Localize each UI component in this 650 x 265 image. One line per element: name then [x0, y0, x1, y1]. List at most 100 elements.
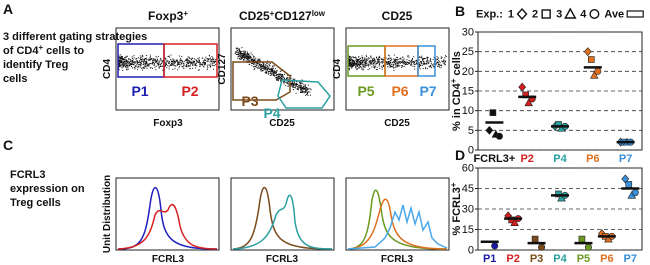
- event-dot: [127, 68, 129, 70]
- title-sup: +: [270, 9, 275, 18]
- event-dot: [269, 72, 271, 74]
- event-dot: [129, 64, 131, 65]
- event-dot: [422, 59, 424, 61]
- event-dot: [356, 64, 358, 66]
- x-axis-label: FCRL3: [381, 254, 414, 265]
- event-dot: [399, 61, 401, 63]
- event-dot: [193, 58, 195, 60]
- event-dot: [240, 57, 242, 58]
- event-dot: [161, 62, 163, 64]
- event-dot: [150, 58, 152, 60]
- event-dot: [408, 63, 410, 65]
- event-dot: [126, 68, 127, 70]
- event-dot: [255, 59, 257, 61]
- event-dot: [267, 72, 269, 74]
- event-dot: [365, 62, 367, 64]
- event-dot: [432, 65, 434, 67]
- event-dot: [269, 62, 271, 64]
- event-dot: [172, 64, 174, 66]
- event-dot: [191, 62, 193, 63]
- event-dot: [267, 65, 269, 67]
- event-dot: [160, 66, 162, 67]
- event-dot: [242, 53, 244, 55]
- event-dot: [243, 54, 245, 56]
- event-dot: [387, 58, 389, 60]
- event-dot: [400, 65, 402, 67]
- event-dot: [185, 64, 187, 66]
- event-dot: [128, 62, 130, 64]
- event-dot: [423, 63, 425, 65]
- event-dot: [397, 62, 399, 64]
- event-dot: [300, 87, 302, 89]
- event-dot: [157, 65, 159, 67]
- event-dot: [391, 65, 393, 67]
- event-dot: [307, 94, 309, 96]
- event-dot: [348, 61, 350, 63]
- event-dot: [290, 77, 292, 79]
- event-dot: [148, 64, 150, 66]
- event-dot: [379, 64, 380, 66]
- event-dot: [395, 58, 397, 60]
- event-dot: [197, 62, 199, 63]
- event-dot: [202, 60, 204, 62]
- event-dot: [194, 65, 196, 67]
- event-dot: [125, 61, 127, 63]
- event-dot: [412, 65, 414, 67]
- event-dot: [211, 60, 213, 62]
- event-dot: [421, 55, 423, 57]
- histogram-curve: [347, 204, 448, 250]
- event-dot: [251, 60, 253, 62]
- event-dot: [209, 64, 210, 66]
- event-dot: [300, 82, 302, 84]
- event-dot: [118, 60, 120, 62]
- event-dot: [260, 70, 262, 72]
- event-dot: [127, 63, 129, 65]
- event-dot: [160, 63, 162, 65]
- legend-label: Ave: [604, 9, 624, 21]
- event-dot: [155, 60, 157, 62]
- event-dot: [204, 58, 206, 60]
- event-dot: [428, 60, 430, 62]
- y-label-part: % FCRL3: [451, 187, 463, 235]
- event-dot: [125, 66, 127, 68]
- event-dot: [258, 65, 260, 67]
- event-dot: [299, 82, 300, 84]
- event-dot: [301, 89, 303, 91]
- event-dot: [386, 63, 388, 65]
- event-dot: [257, 58, 259, 60]
- event-dot: [437, 58, 438, 60]
- event-dot: [271, 69, 273, 71]
- event-dot: [293, 81, 295, 82]
- event-dot: [153, 63, 155, 64]
- event-dot: [422, 58, 424, 60]
- event-dot: [181, 65, 183, 67]
- event-dot: [280, 78, 282, 80]
- event-dot: [185, 59, 187, 61]
- event-dot: [287, 85, 289, 87]
- event-dot: [419, 64, 420, 66]
- event-dot: [290, 85, 292, 87]
- event-dot: [274, 68, 276, 70]
- event-dot: [179, 65, 181, 67]
- event-dot: [122, 69, 124, 71]
- event-dot: [212, 62, 214, 64]
- event-dot: [356, 63, 358, 64]
- event-dot: [375, 60, 377, 62]
- event-dot: [212, 58, 214, 60]
- marker: [524, 98, 534, 107]
- event-dot: [275, 71, 276, 73]
- event-dot: [127, 66, 129, 68]
- event-dot: [378, 59, 380, 61]
- event-dot: [290, 74, 292, 76]
- event-dot: [355, 66, 357, 68]
- event-dot: [174, 60, 176, 62]
- event-dot: [406, 59, 408, 61]
- event-dot: [241, 53, 242, 55]
- event-dot: [302, 88, 304, 90]
- event-dot: [145, 65, 147, 67]
- event-dot: [199, 60, 200, 62]
- event-dot: [356, 60, 358, 62]
- event-dot: [305, 89, 307, 91]
- event-dot: [365, 65, 367, 67]
- event-dot: [293, 82, 295, 84]
